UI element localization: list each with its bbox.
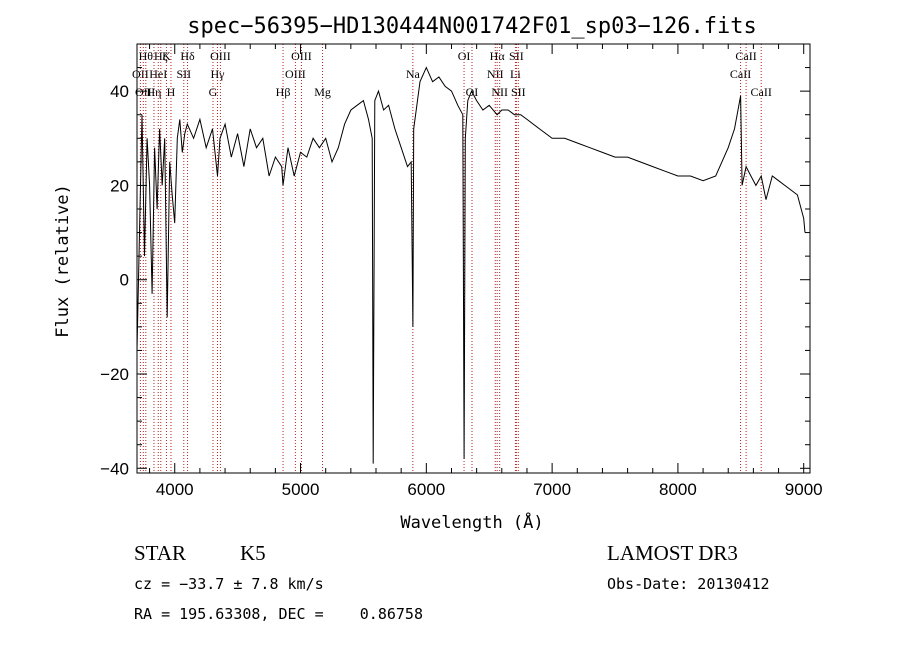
x-tick-label: 5000 <box>282 480 320 499</box>
object-subclass: K5 <box>240 541 266 565</box>
spectral-line-label: NII <box>491 85 508 99</box>
spectral-line-label: Hβ <box>276 85 291 99</box>
spectral-line-label: Li <box>510 67 521 81</box>
spectral-line-label: Hδ <box>180 49 195 63</box>
spectral-line-label: Hθ <box>139 49 154 63</box>
spectral-line-label: Mg <box>314 85 331 99</box>
spectral-line-label: OIII <box>285 67 306 81</box>
x-tick-label: 9000 <box>785 480 823 499</box>
spectral-line-label: H <box>167 85 176 99</box>
y-tick-label: −40 <box>100 459 129 478</box>
spectral-line-label: Hα <box>490 49 506 63</box>
x-tick-label: 8000 <box>659 480 697 499</box>
spectral-line-label: CaII <box>735 49 756 63</box>
spectral-line-label: NII <box>487 67 504 81</box>
spectral-line-label: CaII <box>730 67 751 81</box>
y-tick-label: −20 <box>100 365 129 384</box>
spectral-line-label: OIII <box>210 49 231 63</box>
spectrum-series <box>136 66 806 464</box>
coordinates: RA = 195.63308, DEC = 0.86758 <box>134 605 423 623</box>
spectral-line-label: OIII <box>291 49 312 63</box>
x-tick-label: 6000 <box>407 480 445 499</box>
x-axis-label: Wavelength (Å) <box>400 511 543 533</box>
spectral-line-label: Hγ <box>211 67 226 81</box>
survey-name: LAMOST DR3 <box>607 541 738 565</box>
spectral-line-label: SII <box>509 49 524 63</box>
spectral-line-label: Hζ <box>154 49 168 63</box>
spectral-line-label: K <box>162 49 171 63</box>
spectral-line-label: HeI <box>149 67 167 81</box>
y-tick-label: 40 <box>110 82 129 101</box>
chart-title: spec−56395−HD130444N001742F01_sp03−126.f… <box>187 14 757 39</box>
spectral-line-label: CaII <box>751 85 772 99</box>
x-tick-label: 4000 <box>156 480 194 499</box>
spectral-line-label: Na <box>406 67 421 81</box>
plot-frame <box>136 43 811 474</box>
observation-date: Obs-Date: 20130412 <box>607 575 770 593</box>
spectral-line-label: OII <box>132 67 149 81</box>
spectral-line-label: OII <box>135 85 152 99</box>
axes: 4000 5000 6000 7000 8000 9000 40 20 0 −20 −40 <box>100 43 823 499</box>
object-class: STAR <box>134 541 186 565</box>
y-axis-label: Flux (relative) <box>53 184 73 338</box>
spectral-line-label: SII <box>176 67 191 81</box>
spectrum-line <box>136 66 806 464</box>
spectral-line-label: SII <box>511 85 526 99</box>
x-tick-label: 7000 <box>533 480 571 499</box>
spectral-line-label: Hη <box>147 85 162 99</box>
redshift-cz: cz = −33.7 ± 7.8 km/s <box>134 575 324 593</box>
spectral-line-markers: OIIOIIHθHηHeIHζKHSIIHδGHγOIIIHβOIIIOIIIM… <box>132 44 772 473</box>
spectral-line-label: OI <box>458 49 471 63</box>
spectral-line-label: G <box>209 85 218 99</box>
y-tick-label: 20 <box>110 176 129 195</box>
y-tick-label: 0 <box>120 271 129 290</box>
